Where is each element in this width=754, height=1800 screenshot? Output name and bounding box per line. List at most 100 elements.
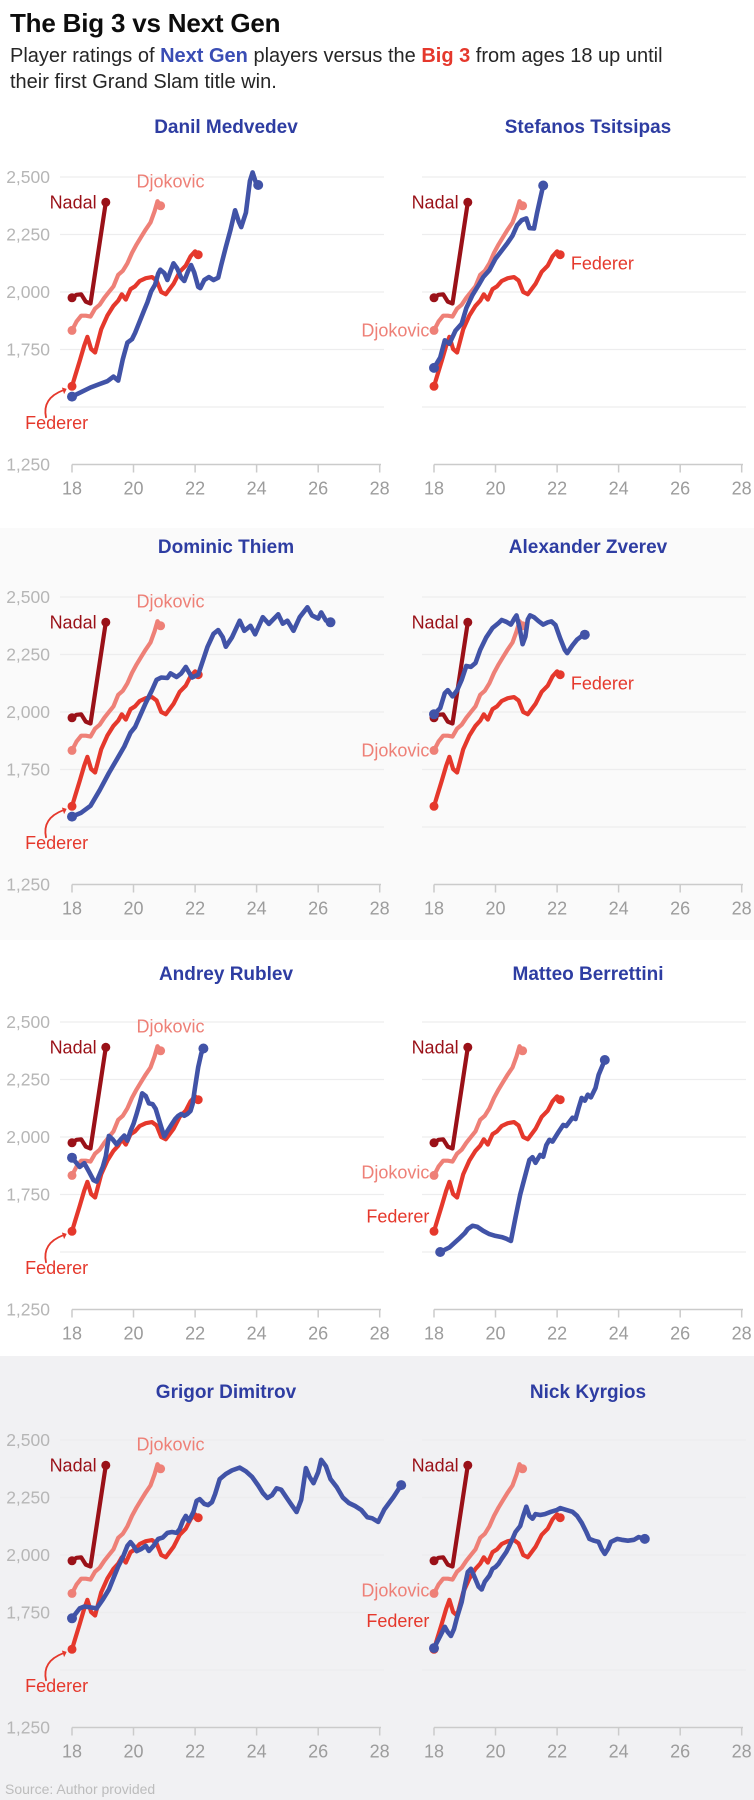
chart-canvas-tsitsipas: 18 20 22 24 26 28 Nadal Djokovic Federer [361,176,752,499]
panel-title: Andrey Rublev [158,964,294,985]
svg-text:Djokovic: Djokovic [136,172,204,192]
svg-text:20: 20 [485,1324,505,1344]
svg-text:Djokovic: Djokovic [136,1017,204,1037]
svg-text:Nadal: Nadal [412,1037,459,1057]
svg-text:2,000: 2,000 [6,702,50,722]
subtitle-segment: players versus the [247,45,422,67]
svg-text:1,250: 1,250 [6,455,50,475]
svg-text:18: 18 [424,479,444,499]
svg-text:2,500: 2,500 [6,167,50,187]
chart-canvas-dimitrov: 2,500 2,250 2,000 1,750 1,250 18 20 22 24 26 28 Nad… [6,1430,407,1762]
svg-text:1,250: 1,250 [6,1300,50,1320]
svg-text:22: 22 [547,1324,567,1344]
svg-text:26: 26 [308,899,328,919]
svg-text:20: 20 [123,1742,143,1762]
svg-text:22: 22 [547,1742,567,1762]
svg-text:24: 24 [247,1324,267,1344]
svg-text:1,750: 1,750 [6,1603,50,1623]
svg-text:Nadal: Nadal [50,1037,97,1057]
svg-text:Djokovic: Djokovic [361,320,429,340]
svg-text:Nadal: Nadal [412,1455,459,1475]
svg-text:Nadal: Nadal [50,192,97,212]
svg-text:28: 28 [370,479,390,499]
svg-text:2,500: 2,500 [6,1430,50,1450]
svg-text:2,500: 2,500 [6,587,50,607]
svg-text:18: 18 [424,899,444,919]
svg-text:28: 28 [370,899,390,919]
svg-text:26: 26 [670,1742,690,1762]
svg-text:22: 22 [547,899,567,919]
svg-text:20: 20 [485,1742,505,1762]
panel-title: Nick Kyrgios [529,1382,647,1403]
svg-text:Djokovic: Djokovic [361,1581,429,1601]
panel-title: Dominic Thiem [157,537,295,558]
chart-canvas-rublev: 2,500 2,250 2,000 1,750 1,250 18 20 22 24 26 28 Nad… [6,1012,390,1344]
svg-text:Nadal: Nadal [50,612,97,632]
subtitle-segment: from ages 18 up until their first Grand … [10,45,663,93]
panel-title: Alexander Zverev [508,537,668,558]
svg-text:Federer: Federer [25,413,88,433]
chart-header: The Big 3 vs Next Gen Player ratings of … [0,0,754,95]
svg-text:2,500: 2,500 [6,1012,50,1032]
panel-title: Matteo Berrettini [512,964,664,985]
panel-title: Grigor Dimitrov [155,1382,297,1403]
svg-text:Djokovic: Djokovic [136,1435,204,1455]
panel-danil-medvedev: Danil Medvedev 2,500 2,250 2,000 1,750 1,250… [0,95,390,515]
svg-text:24: 24 [609,1742,629,1762]
svg-text:Federer: Federer [366,1206,429,1226]
svg-text:Nadal: Nadal [412,192,459,212]
chart-canvas-kyrgios: 18 20 22 24 26 28 Nadal Djokovic Federer [361,1439,752,1762]
svg-text:20: 20 [123,479,143,499]
svg-text:18: 18 [424,1742,444,1762]
svg-text:18: 18 [62,479,82,499]
svg-text:Djokovic: Djokovic [361,1163,429,1183]
svg-text:Federer: Federer [25,1258,88,1278]
svg-text:2,000: 2,000 [6,1545,50,1565]
svg-text:20: 20 [485,479,505,499]
svg-text:1,250: 1,250 [6,875,50,895]
panel-dominic-thiem: Dominic Thiem 2,500 2,250 2,000 1,750 1,250 1… [0,515,390,935]
svg-text:1,750: 1,750 [6,760,50,780]
svg-text:26: 26 [308,1742,328,1762]
svg-text:28: 28 [370,1324,390,1344]
svg-text:28: 28 [732,899,752,919]
svg-text:Federer: Federer [25,833,88,853]
svg-text:Federer: Federer [571,673,634,693]
svg-text:28: 28 [732,1742,752,1762]
chart-canvas-thiem: 2,500 2,250 2,000 1,750 1,250 18 20 22 24 26 28 Nad… [6,587,390,919]
svg-text:24: 24 [247,479,267,499]
svg-text:22: 22 [547,479,567,499]
chart-canvas-berrettini: 18 20 22 24 26 28 Nadal Djokovic Federer [361,1021,752,1344]
svg-text:1,750: 1,750 [6,340,50,360]
svg-text:22: 22 [185,899,205,919]
svg-text:2,250: 2,250 [6,1488,50,1508]
subtitle: Player ratings of Next Gen players versu… [10,43,690,95]
svg-text:Nadal: Nadal [412,612,459,632]
svg-text:20: 20 [485,899,505,919]
svg-text:2,250: 2,250 [6,645,50,665]
svg-text:18: 18 [62,1324,82,1344]
svg-text:Djokovic: Djokovic [136,592,204,612]
subtitle-segment: Big 3 [421,45,471,67]
svg-text:1,750: 1,750 [6,1185,50,1205]
chart-canvas-medvedev: 2,500 2,250 2,000 1,750 1,250 18 20 22 24 26 28 Nad… [6,167,390,499]
subtitle-segment: Player ratings of [10,45,161,67]
svg-text:Federer: Federer [571,253,634,273]
svg-text:26: 26 [670,1324,690,1344]
svg-text:20: 20 [123,1324,143,1344]
svg-text:26: 26 [670,899,690,919]
svg-text:20: 20 [123,899,143,919]
svg-text:24: 24 [609,479,629,499]
svg-text:26: 26 [308,1324,328,1344]
panel-andrey-rublev: Andrey Rublev 2,500 2,250 2,000 1,750 1,250 1… [0,935,390,1355]
chart-canvas-zverev: 18 20 22 24 26 28 Nadal Djokovic Federer [361,596,752,919]
svg-text:22: 22 [185,479,205,499]
svg-text:18: 18 [424,1324,444,1344]
svg-text:28: 28 [732,479,752,499]
svg-text:28: 28 [732,1324,752,1344]
svg-text:2,000: 2,000 [6,282,50,302]
svg-text:1,250: 1,250 [6,1718,50,1738]
row4-background-band [0,1356,754,1800]
svg-text:24: 24 [609,899,629,919]
svg-text:24: 24 [247,1742,267,1762]
